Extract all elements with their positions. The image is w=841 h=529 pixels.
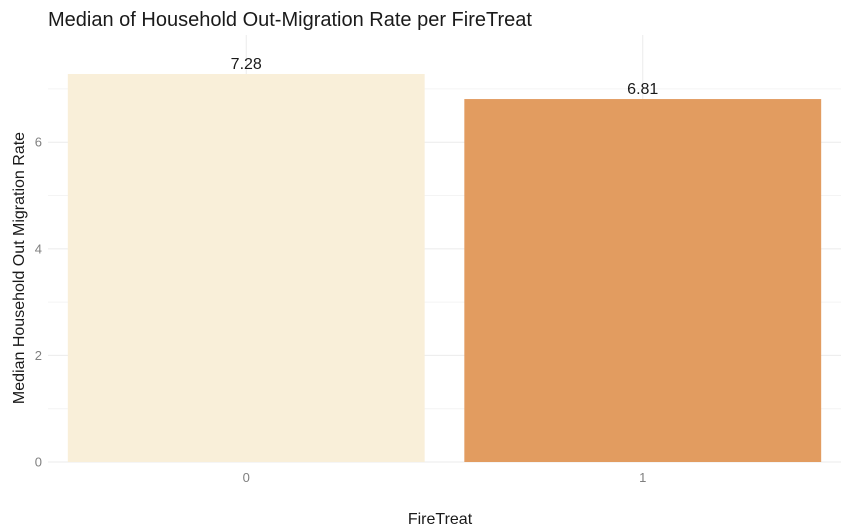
y-tick-label: 4 <box>35 241 42 256</box>
x-tick-label-1: 1 <box>639 470 646 485</box>
y-axis-title: Median Household Out Migration Rate <box>11 132 28 404</box>
chart-title: Median of Household Out-Migration Rate p… <box>48 9 532 31</box>
data-label-1: 6.81 <box>627 81 658 98</box>
y-axis-ticks: 0 2 4 6 <box>35 135 42 470</box>
data-labels: 7.28 6.81 <box>231 56 659 98</box>
y-tick-label: 2 <box>35 348 42 363</box>
bars <box>67 74 822 463</box>
y-tick-label: 0 <box>35 455 42 470</box>
data-label-0: 7.28 <box>231 56 262 73</box>
y-tick-label: 6 <box>35 135 42 150</box>
x-axis-title: FireTreat <box>408 511 473 528</box>
bar-0 <box>67 74 425 462</box>
x-tick-label-0: 0 <box>243 470 250 485</box>
bar-1 <box>464 99 822 463</box>
